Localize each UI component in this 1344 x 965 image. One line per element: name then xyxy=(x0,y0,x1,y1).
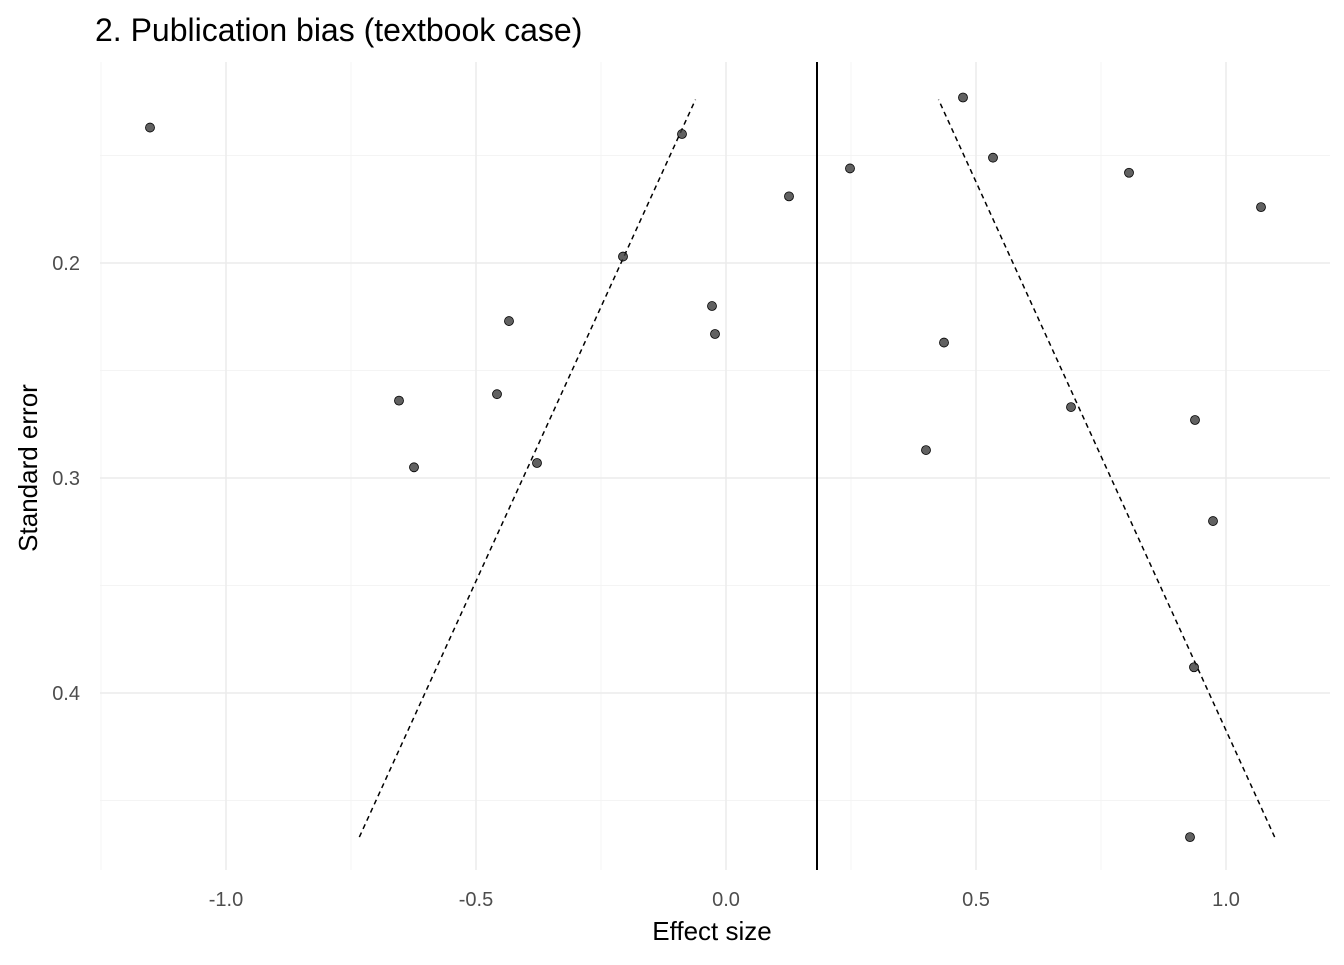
data-point xyxy=(1190,415,1200,425)
funnel-right-line xyxy=(937,99,1276,838)
chart-title: 2. Publication bias (textbook case) xyxy=(95,12,582,48)
y-tick-label: 0.4 xyxy=(52,683,80,705)
axis-ticks: -1.0 -0.5 0.0 0.5 1.0 0.2 0.3 0.4 xyxy=(52,253,1240,911)
data-point xyxy=(394,395,404,406)
data-point xyxy=(409,462,419,473)
data-point xyxy=(988,152,998,163)
data-point xyxy=(707,301,717,311)
x-tick-label: 0.5 xyxy=(962,889,990,911)
data-point xyxy=(845,163,855,174)
data-point xyxy=(921,445,931,455)
data-point xyxy=(504,316,514,326)
data-point xyxy=(958,92,968,103)
x-tick-label: 1.0 xyxy=(1212,889,1240,911)
x-tick-label: -1.0 xyxy=(209,889,243,911)
y-tick-label: 0.2 xyxy=(52,253,80,275)
funnel-left-line xyxy=(358,99,697,838)
data-point xyxy=(1124,167,1134,178)
data-point xyxy=(1208,516,1218,526)
y-tick-label: 0.3 xyxy=(52,468,80,490)
data-point xyxy=(677,129,687,139)
data-point xyxy=(618,251,628,262)
data-point xyxy=(145,122,155,133)
data-point xyxy=(1189,662,1199,673)
x-tick-label: -0.5 xyxy=(459,889,493,911)
y-axis-label: Standard error xyxy=(13,384,43,552)
marks xyxy=(145,62,1276,870)
x-tick-label: 0.0 xyxy=(712,889,740,911)
grid xyxy=(100,62,1330,870)
data-point xyxy=(939,337,949,348)
data-point xyxy=(532,458,542,468)
data-point xyxy=(492,389,502,400)
x-axis-label: Effect size xyxy=(652,916,771,946)
data-point xyxy=(1256,202,1266,213)
data-point xyxy=(1066,402,1076,412)
data-point xyxy=(784,191,794,202)
data-point xyxy=(710,329,720,339)
data-point xyxy=(1185,832,1195,843)
